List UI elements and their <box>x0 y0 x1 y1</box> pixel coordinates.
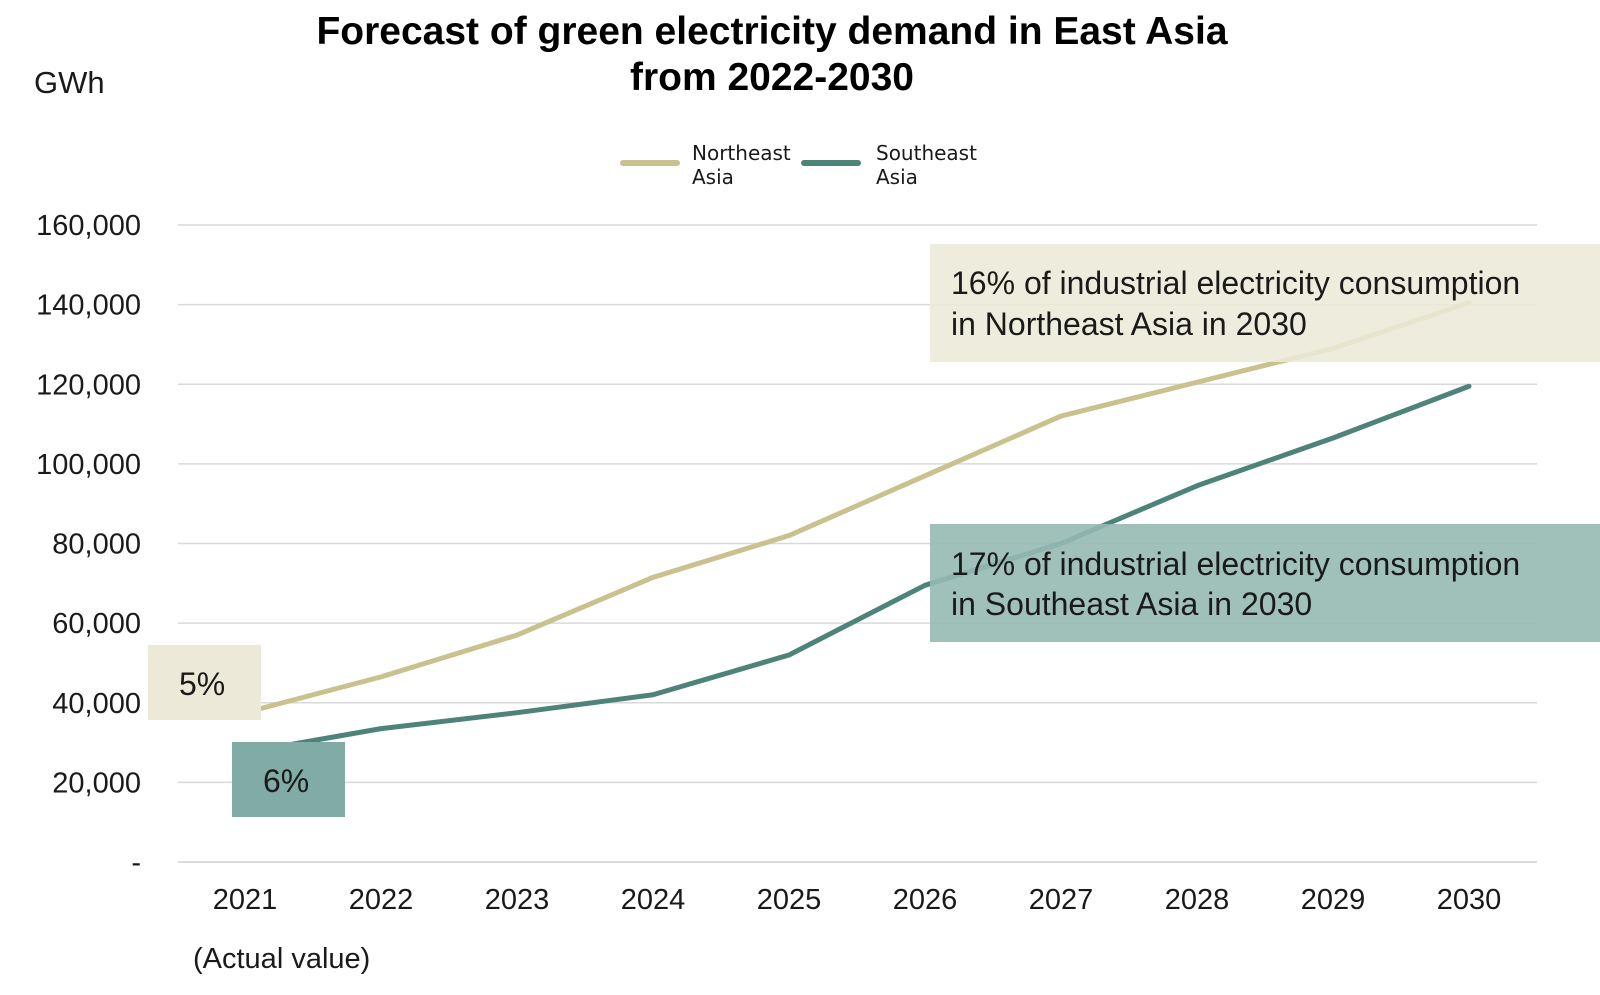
y-axis-ticks: - 20,000 40,000 60,000 80,000 100,000 120,000 1… <box>36 210 141 879</box>
x-tick-label: 2029 <box>1301 884 1366 916</box>
annotation-text-southeast-2030-line-1: 17% of industrial electricity consumptio… <box>951 546 1520 582</box>
y-tick-label: - <box>131 847 141 879</box>
annotation-box-northeast-2030 <box>930 244 1600 362</box>
chart-title-line-1: Forecast of green electricity demand in … <box>316 10 1227 53</box>
annotation-6-percent: 6% <box>232 742 345 817</box>
annotation-northeast-2030: 16% of industrial electricity consumptio… <box>930 244 1600 362</box>
annotation-text-southeast-2030-line-2: in Southeast Asia in 2030 <box>951 586 1312 622</box>
x-tick-label: 2028 <box>1165 884 1230 916</box>
annotation-5-percent: 5% <box>148 645 261 720</box>
annotation-text-southeast-2021: 6% <box>263 763 309 799</box>
x-tick-label: 2021 <box>213 884 278 916</box>
x-tick-label: 2025 <box>757 884 822 916</box>
y-tick-label: 60,000 <box>52 608 141 640</box>
annotation-box-northeast-2021 <box>148 645 261 720</box>
y-tick-label: 20,000 <box>52 767 141 799</box>
series-line-southeast-asia <box>242 383 1472 756</box>
x-tick-label: 2023 <box>485 884 550 916</box>
y-tick-label: 40,000 <box>52 688 141 720</box>
x-tick-sublabel: (Actual value) <box>193 943 370 975</box>
annotation-text-northeast-2030-line-1: 16% of industrial electricity consumptio… <box>951 265 1520 301</box>
y-axis-unit-label: GWh <box>34 65 105 100</box>
y-tick-label: 120,000 <box>36 369 141 401</box>
y-tick-label: 140,000 <box>36 290 141 322</box>
legend: Northeast Asia Southeast Asia <box>620 141 977 189</box>
chart-title: Forecast of green electricity demand in … <box>316 10 1227 99</box>
series-lines <box>242 300 1472 756</box>
y-tick-label: 160,000 <box>36 210 141 242</box>
legend-label-northeast-asia-line-1: Northeast <box>692 141 791 165</box>
annotation-box-southeast-2021 <box>232 742 345 817</box>
chart-title-line-2: from 2022-2030 <box>630 56 914 99</box>
annotation-southeast-2030: 17% of industrial electricity consumptio… <box>930 524 1600 642</box>
y-tick-label: 80,000 <box>52 529 141 561</box>
legend-label-southeast-asia-line-1: Southeast <box>876 141 977 165</box>
y-tick-label: 100,000 <box>36 449 141 481</box>
x-tick-label: 2027 <box>1029 884 1094 916</box>
x-tick-label: 2024 <box>621 884 686 916</box>
x-tick-label: 2030 <box>1437 884 1502 916</box>
x-tick-label: 2026 <box>893 884 958 916</box>
series-line-northeast-asia <box>242 300 1472 716</box>
annotation-text-northeast-2030-line-2: in Northeast Asia in 2030 <box>951 306 1307 342</box>
annotation-text-northeast-2021: 5% <box>179 666 225 702</box>
annotation-box-southeast-2030 <box>930 524 1600 642</box>
legend-label-northeast-asia-line-2: Asia <box>692 165 734 189</box>
legend-label-southeast-asia-line-2: Asia <box>876 165 918 189</box>
x-tick-label: 2022 <box>349 884 414 916</box>
x-axis-ticks: 2021 2022 2023 2024 2025 2026 2027 2028 2029 2030 <box>213 884 1502 916</box>
